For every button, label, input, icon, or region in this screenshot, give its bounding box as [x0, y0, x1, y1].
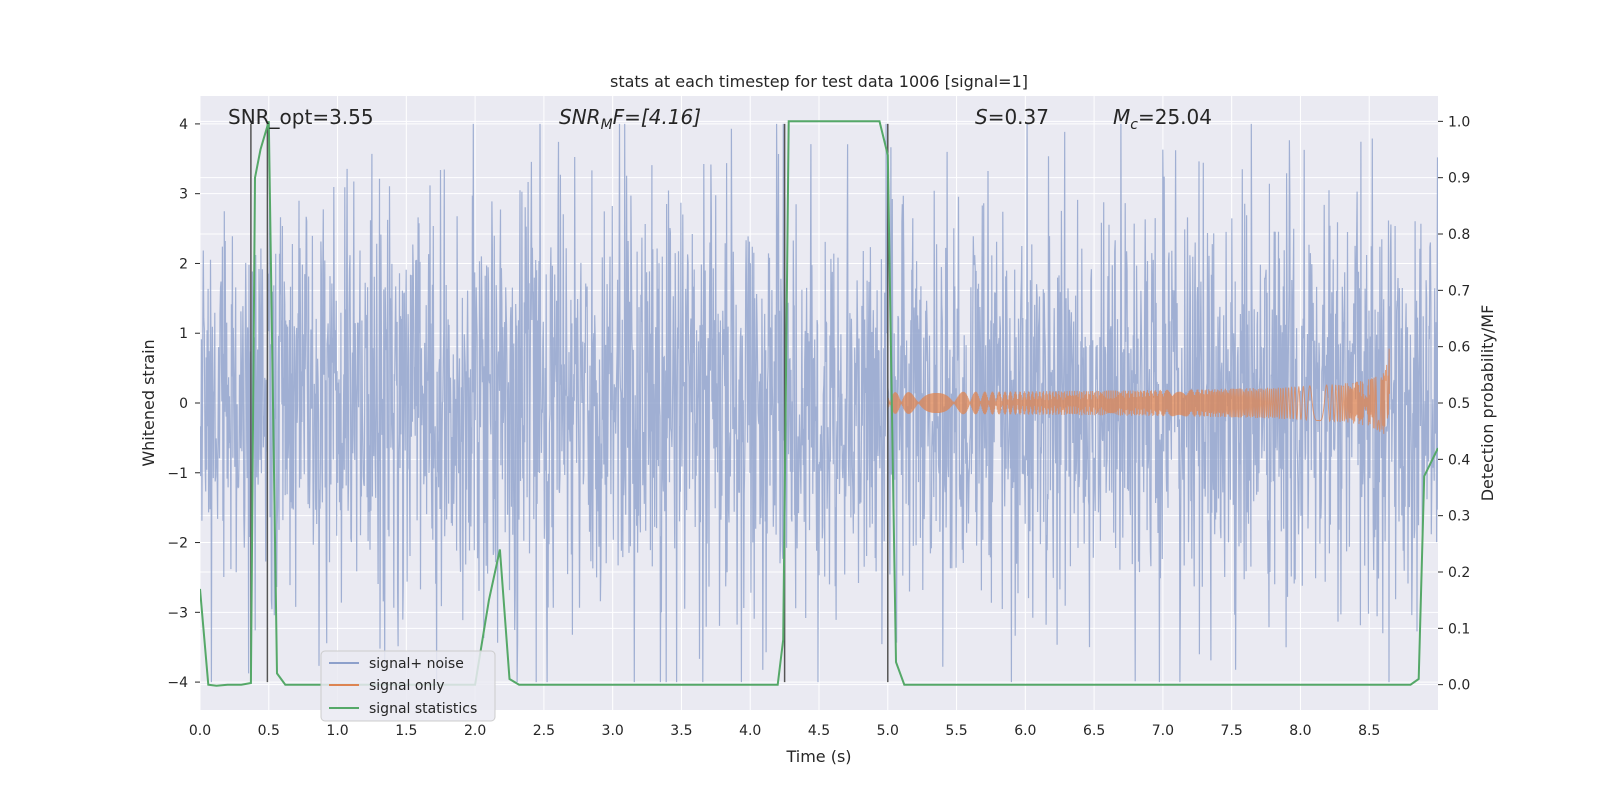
y-right-tick-label: 0.0 [1448, 678, 1470, 694]
annotation-s: S=0.37 [975, 105, 1049, 129]
x-tick-label: 8.0 [1289, 723, 1311, 739]
y-right-tick-label: 0.3 [1448, 509, 1470, 525]
annotation-snr-mf-rest: F=[4.16] [613, 105, 701, 129]
annotation-mc-sub: c [1130, 117, 1138, 133]
x-tick-label: 7.0 [1152, 723, 1174, 739]
y-left-tick-label: 0 [179, 396, 188, 412]
y-right-tick-label: 0.2 [1448, 565, 1470, 581]
x-tick-label: 2.5 [533, 723, 555, 739]
annotation-mc-rest: =25.04 [1138, 105, 1212, 129]
y-left-axis-label: Whitened strain [139, 339, 158, 466]
annotation-snr-opt: SNR_opt=3.55 [228, 105, 374, 129]
x-axis-ticks: 0.0 0.5 1.0 1.5 2.0 2.5 3.0 3.5 4.0 4.5 5.0 5.5 6.0 6… [189, 723, 1380, 739]
annotation-mc: Mc=25.04 [1113, 105, 1212, 133]
x-tick-label: 6.0 [1014, 723, 1036, 739]
y-left-tick-label: −2 [167, 536, 188, 552]
x-tick-label: 0.0 [189, 723, 211, 739]
x-tick-label: 4.0 [739, 723, 761, 739]
annotation-snr-mf-sub: M [601, 117, 613, 133]
x-tick-label: 3.5 [670, 723, 692, 739]
y-left-tick-label: 3 [179, 187, 188, 203]
y-left-tick-label: −1 [167, 466, 188, 482]
y-right-tick-label: 0.7 [1448, 283, 1470, 299]
legend-label-signal-statistics: signal statistics [369, 701, 477, 717]
y-left-tick-label: 1 [179, 326, 188, 342]
legend: signal+ noise signal only signal statist… [320, 650, 496, 722]
y-right-tick-label: 0.1 [1448, 621, 1470, 637]
annotation-s-var: S [975, 105, 988, 129]
y-left-tick-label: 2 [179, 256, 188, 272]
legend-label-signal-plus-noise: signal+ noise [369, 656, 464, 672]
y-right-tick-label: 1.0 [1448, 114, 1470, 130]
x-tick-label: 1.5 [395, 723, 417, 739]
y-left-axis-ticks: −4 −3 −2 −1 0 1 2 3 4 [167, 117, 200, 691]
y-left-tick-label: −4 [167, 675, 188, 691]
x-tick-label: 6.5 [1083, 723, 1105, 739]
series-signal-only [887, 348, 1390, 434]
y-right-tick-label: 0.8 [1448, 227, 1470, 243]
y-right-tick-label: 0.6 [1448, 340, 1470, 356]
y-left-tick-label: −3 [167, 605, 188, 621]
y-right-axis-label: Detection probability/MF [1478, 305, 1497, 502]
y-right-axis-ticks: 0.0 0.1 0.2 0.3 0.4 0.5 0.6 0.7 0.8 0.9 1.0 [1438, 114, 1470, 694]
legend-label-signal-only: signal only [369, 678, 444, 694]
annotation-s-rest: =0.37 [988, 105, 1049, 129]
x-tick-label: 0.5 [258, 723, 280, 739]
y-left-tick-label: 4 [179, 117, 188, 133]
y-right-tick-label: 0.4 [1448, 452, 1470, 468]
x-tick-label: 4.5 [808, 723, 830, 739]
annotation-snr-mf: SNRMF=[4.16] [559, 105, 701, 133]
x-tick-label: 1.0 [326, 723, 348, 739]
x-tick-label: 5.0 [877, 723, 899, 739]
legend-box [320, 650, 496, 722]
x-tick-label: 8.5 [1358, 723, 1380, 739]
x-tick-label: 3.0 [602, 723, 624, 739]
x-tick-label: 5.5 [945, 723, 967, 739]
series-signal-plus-noise [200, 123, 1438, 683]
annotation-snr-mf-base: SNR [559, 105, 601, 129]
y-right-tick-label: 0.5 [1448, 396, 1470, 412]
x-tick-label: 7.5 [1221, 723, 1243, 739]
y-right-tick-label: 0.9 [1448, 171, 1470, 187]
x-axis-label: Time (s) [785, 747, 851, 766]
series-signal-statistics [200, 120, 1438, 687]
x-tick-label: 2.0 [464, 723, 486, 739]
chart-title: stats at each timestep for test data 100… [610, 72, 1028, 91]
annotation-mc-var: M [1113, 105, 1130, 129]
